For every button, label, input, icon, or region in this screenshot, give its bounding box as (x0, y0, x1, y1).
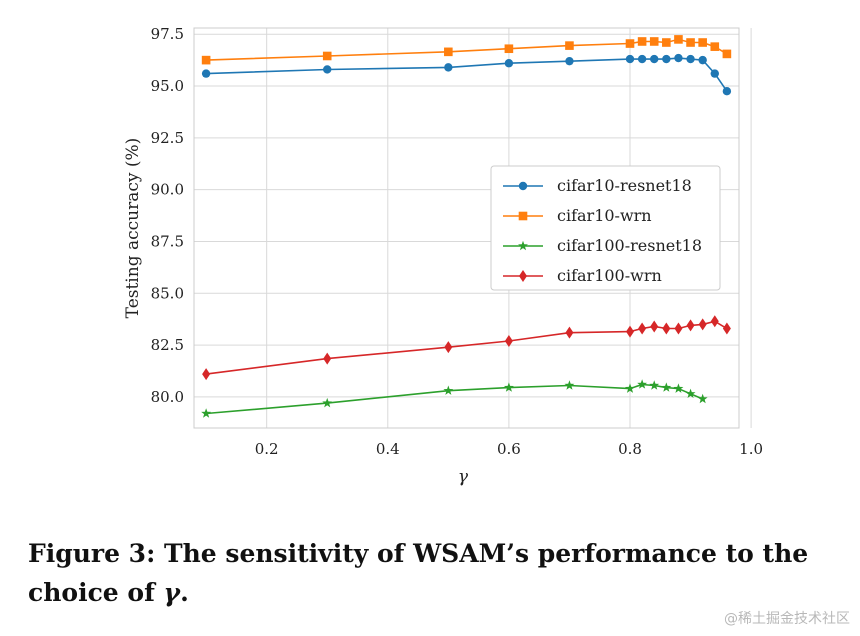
data-point-cifar100-wrn (202, 368, 211, 381)
data-point-cifar10-wrn (637, 37, 647, 46)
caption-gamma-symbol: γ (163, 578, 181, 607)
caption-period: . (180, 578, 189, 607)
data-point-cifar100-wrn (444, 341, 453, 354)
data-point-cifar10-resnet18 (710, 69, 719, 78)
data-point-cifar10-resnet18 (637, 54, 647, 64)
data-point-cifar100-wrn (638, 322, 647, 335)
data-point-cifar100-wrn (323, 352, 332, 365)
data-point-cifar100-resnet18 (673, 383, 684, 393)
data-point-cifar100-resnet18 (503, 382, 514, 392)
data-point-cifar100-resnet18 (697, 393, 708, 404)
data-point-cifar10-wrn (504, 44, 514, 54)
data-point-cifar10-wrn (444, 47, 453, 57)
figure-caption: Figure 3: The sensitivity of WSAM’s perf… (28, 534, 840, 612)
data-point-cifar10-wrn (710, 42, 720, 51)
x-axis-label: γ (458, 467, 469, 487)
series-cifar100-wrn (202, 315, 731, 381)
data-point-cifar10-resnet18 (625, 54, 635, 64)
series-cifar10-wrn (201, 35, 732, 65)
legend-marker-cifar100-wrn (519, 270, 527, 282)
data-point-cifar10-resnet18 (650, 54, 659, 64)
data-point-cifar10-wrn (722, 49, 732, 59)
series-layer (201, 35, 732, 418)
data-point-cifar100-wrn (698, 318, 707, 331)
data-point-cifar10-resnet18 (201, 69, 211, 78)
tick-labels: 0.2 0.4 0.6 0.8 1.0 80.0 82.5 85.0 87.5 90.0 92.5 9… (151, 25, 763, 458)
data-point-cifar10-wrn (674, 35, 683, 44)
legend-marker-cifar10-wrn (518, 211, 528, 221)
x-tick-label: 0.6 (497, 440, 521, 458)
data-point-cifar100-wrn (722, 322, 731, 335)
y-tick-label: 90.0 (151, 181, 184, 199)
legend-box (490, 165, 721, 291)
data-point-cifar100-wrn (674, 322, 683, 335)
data-point-cifar10-wrn (565, 41, 574, 50)
data-point-cifar100-resnet18 (564, 380, 575, 390)
x-tick-label: 1.0 (739, 440, 763, 458)
data-point-cifar100-wrn (686, 319, 695, 332)
data-point-cifar100-wrn (650, 320, 659, 333)
data-point-cifar100-resnet18 (637, 379, 648, 389)
data-point-cifar10-resnet18 (323, 65, 332, 74)
y-tick-label: 95.0 (151, 77, 184, 95)
chart: 0.2 0.4 0.6 0.8 1.0 80.0 82.5 85.0 87.5 90.0 92.5 9… (123, 25, 763, 487)
data-point-cifar100-resnet18 (661, 382, 672, 392)
data-point-cifar10-resnet18 (504, 59, 514, 68)
legend-label-cifar100-resnet18: cifar100-resnet18 (557, 236, 702, 255)
legend: cifar10-resnet18 cifar10-wrn cifar100-resn… (490, 165, 721, 291)
data-point-cifar10-resnet18 (674, 53, 683, 63)
x-tick-label: 0.8 (618, 440, 642, 458)
data-point-cifar10-resnet18 (722, 87, 732, 96)
legend-label-cifar10-resnet18: cifar10-resnet18 (557, 176, 692, 195)
series-line-cifar100-wrn (205, 320, 728, 375)
data-point-cifar10-wrn (322, 51, 332, 61)
data-point-cifar100-wrn (565, 326, 574, 339)
y-tick-label: 97.5 (151, 25, 184, 43)
series-cifar100-resnet18 (201, 379, 708, 418)
data-point-cifar100-resnet18 (443, 385, 454, 395)
y-tick-label: 80.0 (151, 388, 184, 406)
data-point-cifar100-resnet18 (685, 388, 696, 399)
y-tick-label: 92.5 (151, 129, 184, 147)
legend-marker-cifar100-resnet18 (518, 240, 528, 251)
legend-label-cifar10-wrn: cifar10-wrn (557, 206, 652, 225)
data-point-cifar10-wrn (625, 39, 635, 48)
data-point-cifar100-resnet18 (649, 380, 660, 390)
y-axis-label: Testing accuracy (%) (123, 138, 143, 319)
y-tick-label: 82.5 (151, 336, 184, 354)
data-point-cifar10-wrn (662, 38, 671, 47)
data-point-cifar10-resnet18 (686, 54, 695, 64)
data-point-cifar100-resnet18 (625, 383, 635, 393)
data-point-cifar10-wrn (698, 38, 707, 47)
data-point-cifar10-wrn (686, 38, 695, 47)
data-point-cifar10-wrn (201, 55, 211, 65)
legend-label-cifar100-wrn: cifar100-wrn (557, 266, 662, 285)
x-tick-label: 0.2 (255, 440, 279, 458)
data-point-cifar100-wrn (662, 322, 671, 335)
data-point-cifar10-resnet18 (662, 54, 671, 64)
data-point-cifar100-resnet18 (322, 397, 333, 408)
y-tick-label: 87.5 (151, 232, 184, 250)
series-cifar10-resnet18 (201, 53, 732, 96)
data-point-cifar100-wrn (710, 315, 719, 328)
data-point-cifar10-resnet18 (565, 56, 574, 66)
data-point-cifar10-resnet18 (698, 55, 707, 65)
watermark: @稀土掘金技术社区 (724, 611, 850, 627)
x-tick-label: 0.4 (376, 440, 400, 458)
data-point-cifar100-resnet18 (201, 408, 212, 418)
data-point-cifar10-resnet18 (444, 63, 453, 72)
y-tick-label: 85.0 (151, 284, 184, 302)
plot-frame (193, 27, 740, 429)
data-point-cifar100-wrn (626, 325, 634, 338)
data-point-cifar10-wrn (649, 37, 659, 46)
data-point-cifar100-wrn (504, 334, 513, 347)
series-line-cifar10-wrn (206, 38, 728, 61)
legend-marker-cifar10-resnet18 (518, 181, 528, 191)
caption-text: Figure 3: The sensitivity of WSAM’s perf… (28, 539, 809, 607)
